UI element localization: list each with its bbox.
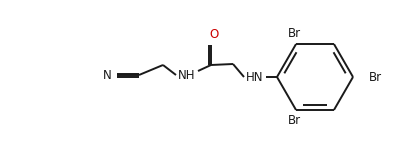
Text: Br: Br bbox=[287, 114, 300, 127]
Text: Br: Br bbox=[369, 71, 382, 83]
Text: N: N bbox=[103, 69, 112, 81]
Text: NH: NH bbox=[178, 69, 196, 81]
Text: Br: Br bbox=[287, 27, 300, 40]
Text: O: O bbox=[209, 28, 219, 41]
Text: HN: HN bbox=[246, 71, 264, 83]
